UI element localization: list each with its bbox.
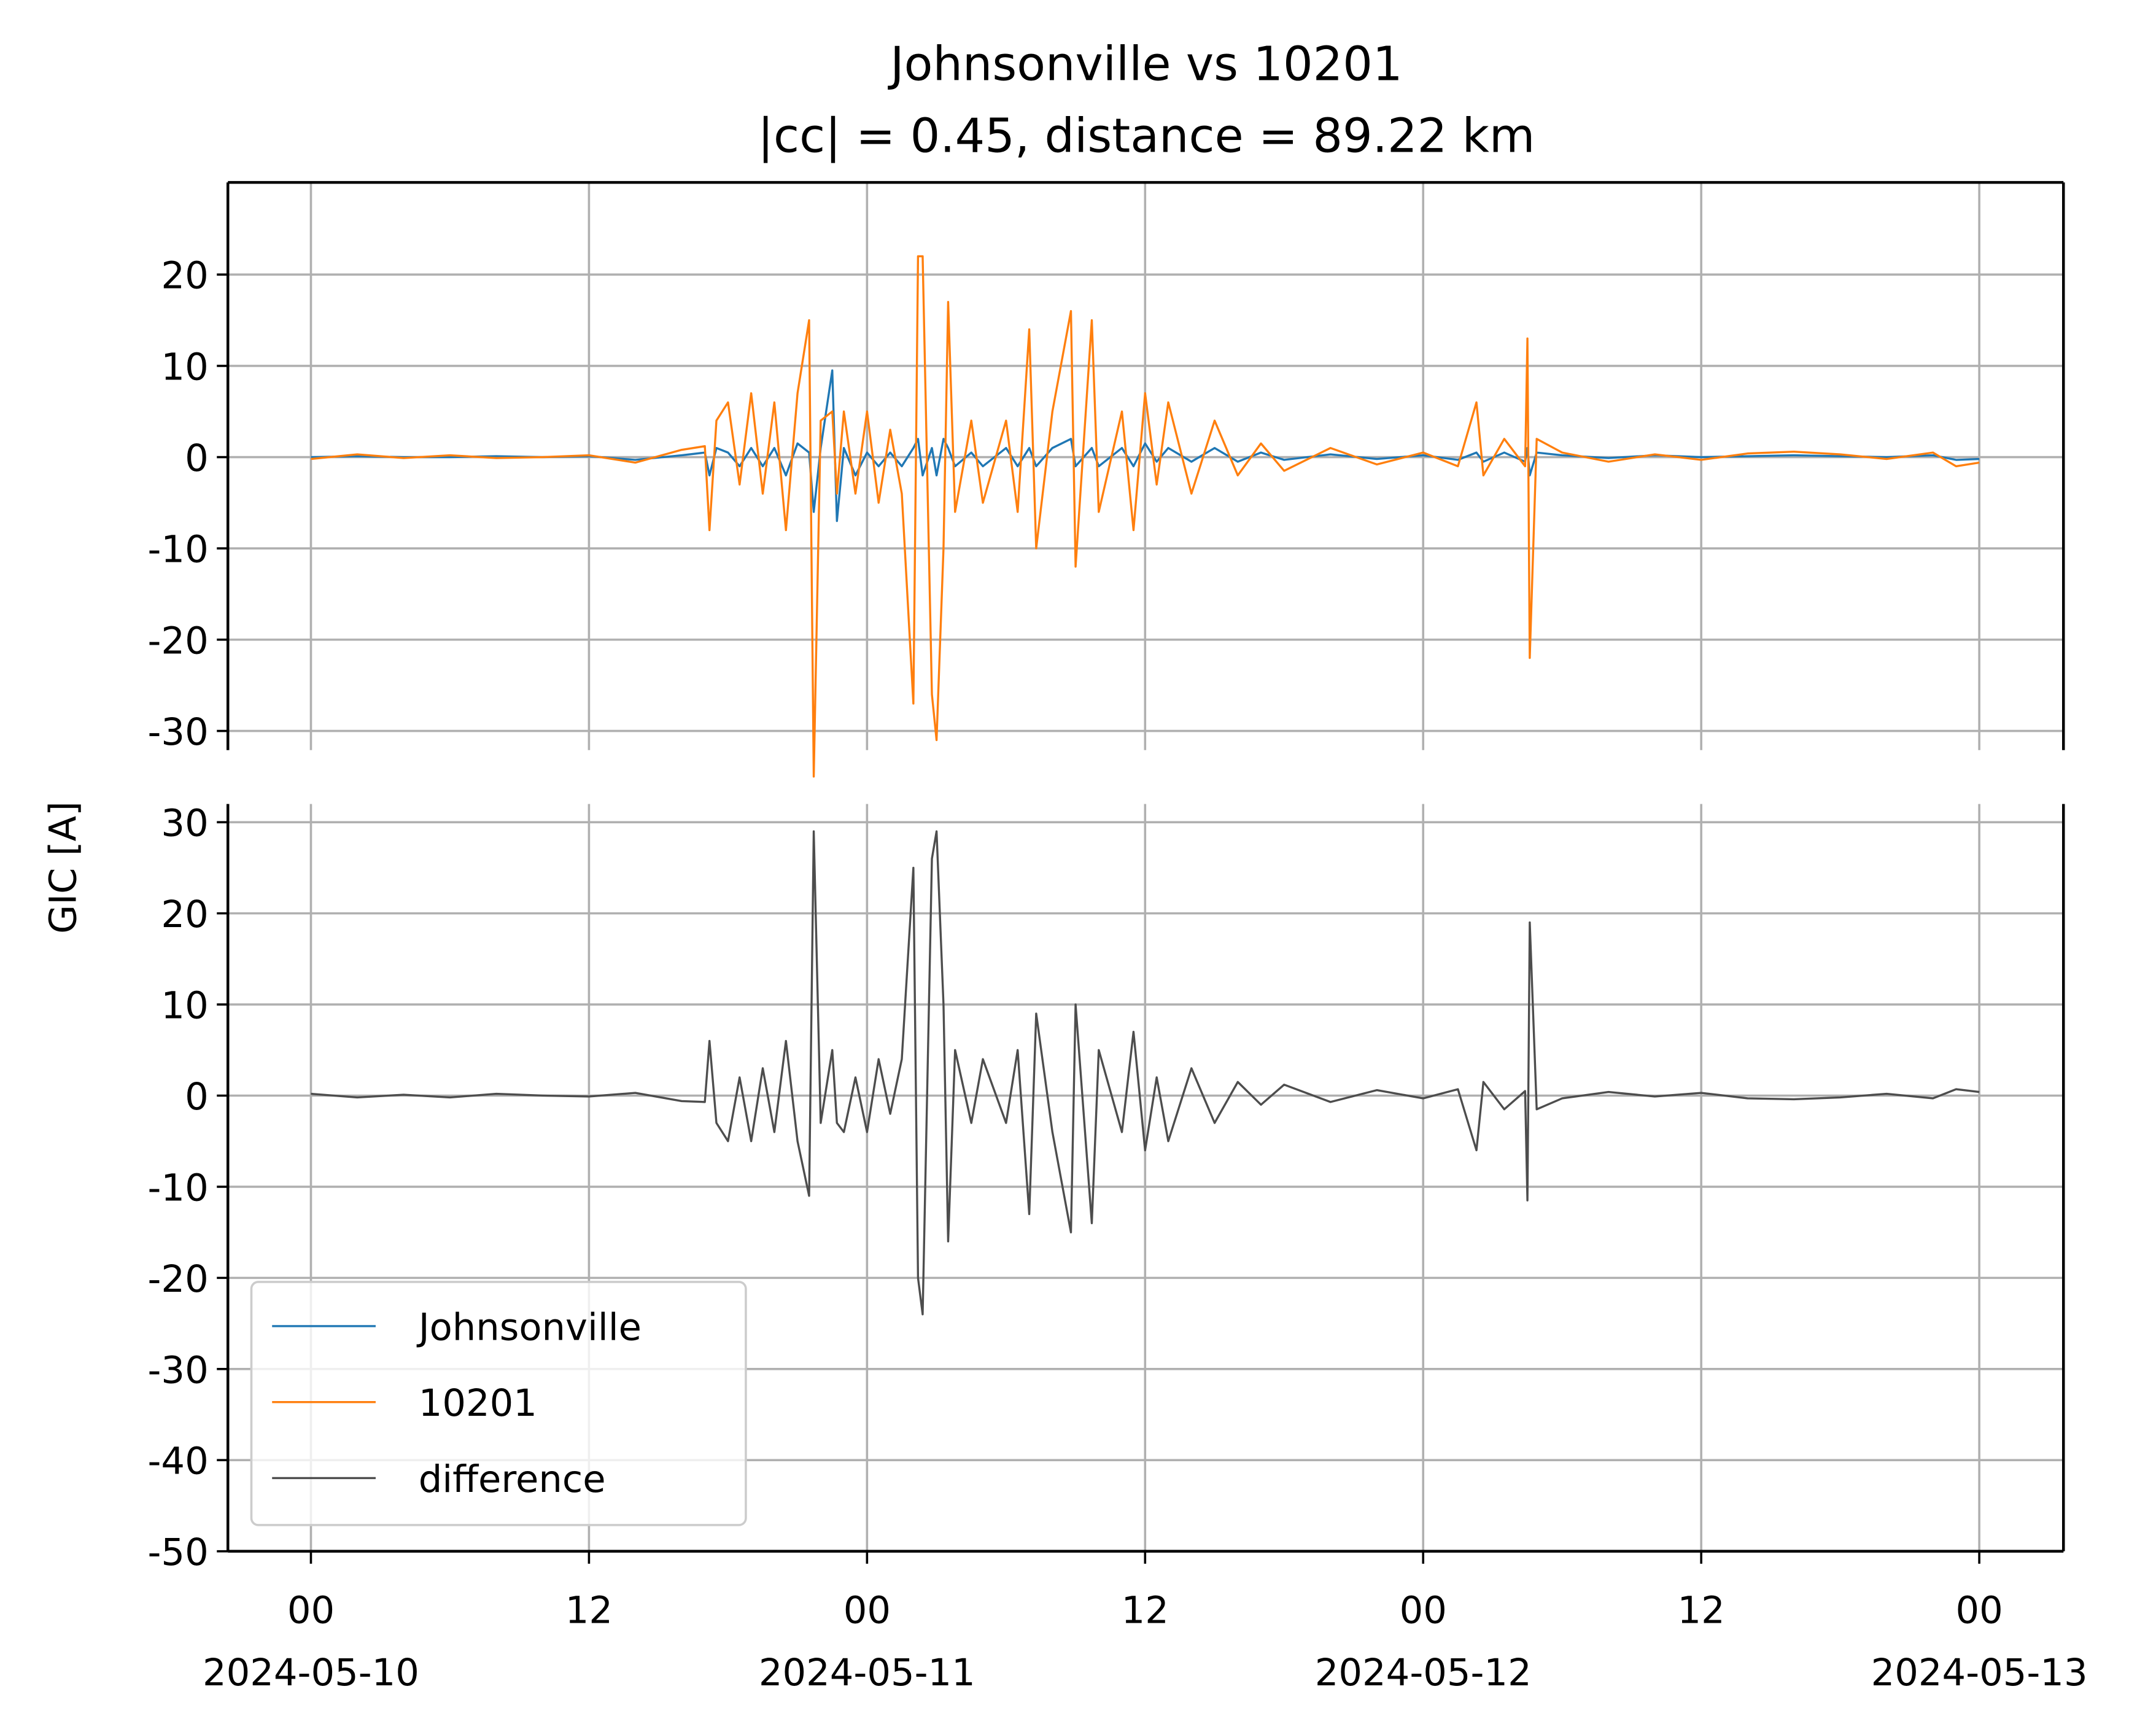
y-tick-label: 10 (161, 346, 208, 389)
data-line (311, 255, 1980, 778)
y-axis-label: GIC [A] (42, 801, 85, 934)
legend-label: difference (419, 1458, 606, 1501)
y-tick-label: 30 (161, 802, 208, 845)
y-tick-label: -30 (148, 1349, 209, 1392)
y-tick-label: -20 (148, 619, 209, 662)
x-tick-label: 00 2024-05-13 (1871, 1590, 2088, 1695)
x-tick-label: 12 (1678, 1590, 1725, 1633)
y-tick-label: -50 (148, 1531, 209, 1574)
y-tick-label: 0 (185, 1076, 209, 1119)
y-tick-label: 0 (185, 437, 209, 480)
x-tick-label: 12 (1122, 1590, 1169, 1633)
x-tick-label: 00 2024-05-12 (1315, 1590, 1532, 1695)
legend-box (250, 1281, 747, 1526)
x-tick-label: 00 2024-05-10 (203, 1590, 419, 1695)
legend-label: Johnsonville (416, 1306, 642, 1349)
chart-title: Johnsonville vs 10201 (888, 37, 1403, 92)
x-tick-label: 00 2024-05-11 (759, 1590, 975, 1695)
x-tick-label: 12 (565, 1590, 613, 1633)
y-tick-label: -40 (148, 1440, 209, 1483)
y-tick-label: 20 (161, 255, 208, 298)
y-tick-label: -10 (148, 1167, 209, 1210)
y-tick-label: -10 (148, 529, 209, 572)
y-tick-label: 20 (161, 893, 208, 936)
y-tick-label: -30 (148, 711, 209, 754)
y-tick-label: -20 (148, 1258, 209, 1301)
chart-subtitle: |cc| = 0.45, distance = 89.22 km (758, 109, 1535, 164)
y-tick-label: 10 (161, 985, 208, 1028)
data-line (311, 830, 1980, 1316)
legend-label: 10201 (419, 1382, 537, 1425)
